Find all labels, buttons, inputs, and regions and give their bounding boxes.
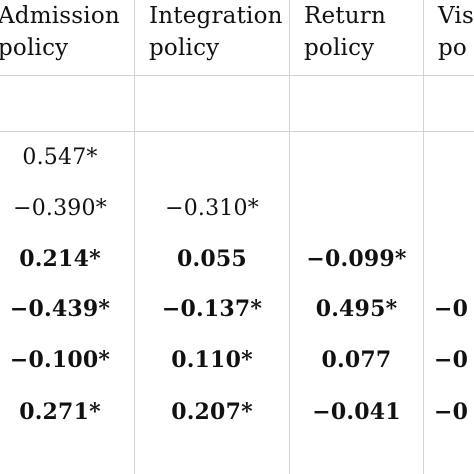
table-cell: 0.547* bbox=[0, 132, 135, 182]
blank-cell bbox=[290, 438, 424, 474]
header-admission-policy: Admission policy bbox=[0, 0, 135, 76]
header-visa-policy: Vis po bbox=[424, 0, 474, 76]
table-cell: −0.439* bbox=[0, 284, 135, 334]
header-line: policy bbox=[0, 35, 69, 61]
table-cell: 0.207* bbox=[135, 386, 290, 438]
blank-cell bbox=[424, 438, 474, 474]
table-cell: 0.110* bbox=[135, 334, 290, 386]
header-line: Admission bbox=[0, 3, 120, 29]
table-cell: 0.214* bbox=[0, 234, 135, 284]
table-cell: 0.077 bbox=[290, 334, 424, 386]
blank-cell bbox=[0, 76, 135, 132]
header-line: po bbox=[438, 35, 467, 61]
blank-cell bbox=[424, 76, 474, 132]
blank-cell bbox=[135, 438, 290, 474]
header-line: Integration bbox=[149, 3, 283, 29]
table-cell: −0 bbox=[434, 399, 469, 425]
blank-cell bbox=[0, 438, 135, 474]
table-cell bbox=[135, 132, 290, 182]
table-cell: −0.099* bbox=[290, 234, 424, 284]
table-cell bbox=[424, 132, 474, 182]
table-cell: 0.055 bbox=[135, 234, 290, 284]
table-cell bbox=[424, 182, 474, 234]
header-integration-policy: Integration policy bbox=[135, 0, 290, 76]
blank-cell bbox=[290, 76, 424, 132]
table-cell bbox=[290, 182, 424, 234]
header-line: Return bbox=[304, 3, 386, 29]
blank-cell bbox=[135, 76, 290, 132]
table-cell: −0.390* bbox=[0, 182, 135, 234]
table-cell: −0.310* bbox=[135, 182, 290, 234]
header-return-policy: Return policy bbox=[290, 0, 424, 76]
table-cell bbox=[424, 234, 474, 284]
table-cell bbox=[290, 132, 424, 182]
table-cell: −0 bbox=[434, 296, 469, 322]
table-cell: −0.137* bbox=[135, 284, 290, 334]
table-cell: −0.041 bbox=[290, 386, 424, 438]
table-cell: −0 bbox=[434, 347, 469, 373]
header-line: policy bbox=[149, 35, 220, 61]
table-cell: 0.495* bbox=[290, 284, 424, 334]
table-cell: −0.100* bbox=[0, 334, 135, 386]
table-cell: 0.271* bbox=[0, 386, 135, 438]
header-line: policy bbox=[304, 35, 375, 61]
header-line: Vis bbox=[438, 3, 474, 29]
